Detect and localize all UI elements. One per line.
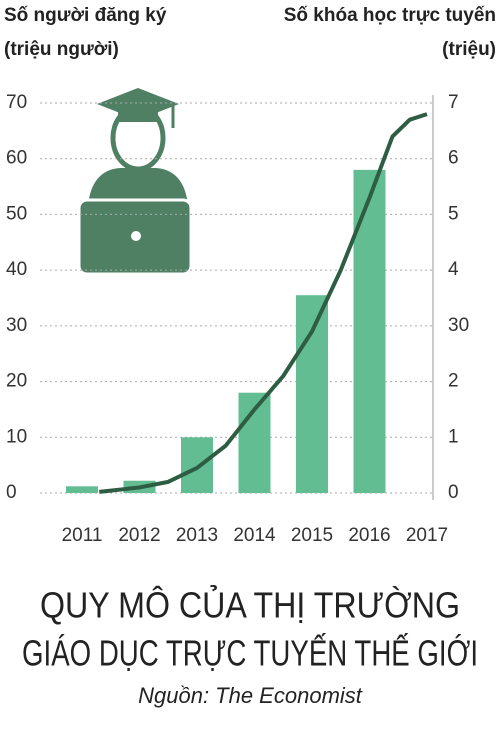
y2-tick-label: 30 <box>448 315 469 336</box>
bar <box>66 486 98 493</box>
y-tick-label: 30 <box>6 315 27 336</box>
graduate-icon <box>77 88 193 276</box>
bar <box>181 437 213 493</box>
y2-axis-label: Số khóa học trực tuyến <box>284 5 496 26</box>
y2-tick-label: 7 <box>448 92 459 113</box>
y2-tick-label: 1 <box>448 426 459 447</box>
y-tick-label: 10 <box>6 426 27 447</box>
y-tick-label: 40 <box>6 259 27 280</box>
y2-axis-label: (triệu) <box>442 39 496 60</box>
x-tick-label: 2016 <box>348 525 390 546</box>
x-tick-label: 2013 <box>176 525 218 546</box>
y2-tick-label: 2 <box>448 371 459 392</box>
y-tick-label: 70 <box>6 92 27 113</box>
y-tick-label: 60 <box>6 148 27 169</box>
y2-tick-label: 0 <box>448 482 459 503</box>
y2-tick-label: 4 <box>448 259 459 280</box>
chart-title: QUY MÔ CỦA THỊ TRƯỜNG <box>40 584 460 626</box>
y2-tick-label: 5 <box>448 203 459 224</box>
line <box>99 112 428 494</box>
y-axis-label: (triệu người) <box>4 39 119 60</box>
bar <box>353 169 386 493</box>
y-axis-label: Số người đăng ký <box>4 5 167 26</box>
x-tick-label: 2015 <box>291 525 333 546</box>
y-tick-label: 50 <box>6 203 27 224</box>
x-tick-label: 2017 <box>406 525 448 546</box>
x-tick-label: 2014 <box>233 525 276 546</box>
x-tick-label: 2012 <box>118 525 160 546</box>
y-tick-label: 0 <box>6 482 17 503</box>
bar <box>296 295 328 493</box>
x-tick-label: 2011 <box>62 525 103 546</box>
chart-title: GIÁO DỤC TRỰC TUYẾN THẾ GIỚI <box>22 633 478 674</box>
y-tick-label: 20 <box>6 371 27 392</box>
source: Nguồn: The Economist <box>138 683 363 708</box>
y2-tick-label: 6 <box>448 148 459 169</box>
